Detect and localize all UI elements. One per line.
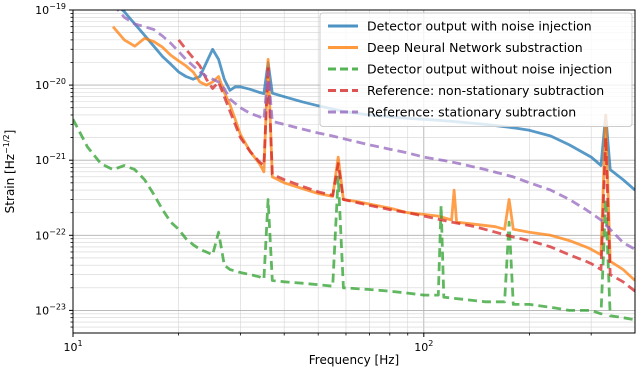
legend-label: Deep Neural Network substraction	[367, 40, 583, 55]
y-axis-label-close: ]	[3, 130, 17, 135]
x-axis-label: Frequency [Hz]	[309, 353, 400, 367]
axis-ticks: 101 102 10−23 10−22 10−21 10−20 10−19	[35, 2, 592, 354]
series-line-5	[116, 10, 635, 251]
series-line-4	[177, 39, 635, 293]
series-lines	[73, 10, 635, 322]
y-tick-label: 10−20	[35, 77, 66, 92]
legend-label: Reference: stationary subtraction	[367, 105, 576, 120]
x-tick-label: 102	[414, 339, 433, 354]
y-tick-label: 10−22	[35, 227, 66, 242]
legend: Detector output with noise injection Deep…	[319, 12, 633, 127]
y-tick-label: 10−23	[35, 302, 66, 317]
y-tick-label: 10−21	[35, 152, 66, 167]
x-tick-label: 101	[63, 339, 82, 354]
series-line-1	[120, 10, 635, 192]
y-axis-label: Strain [Hz−1/2]	[2, 130, 17, 214]
y-tick-label: 10−19	[35, 2, 66, 17]
legend-label: Detector output without noise injection	[367, 62, 612, 77]
legend-box	[319, 12, 633, 127]
legend-label: Detector output with noise injection	[367, 19, 592, 34]
legend-label: Reference: non-stationary subtraction	[367, 83, 604, 98]
series-line-3	[73, 118, 635, 322]
y-axis-label-exponent: −1/2	[2, 134, 11, 154]
y-axis-label-main: Strain [Hz	[3, 154, 17, 213]
